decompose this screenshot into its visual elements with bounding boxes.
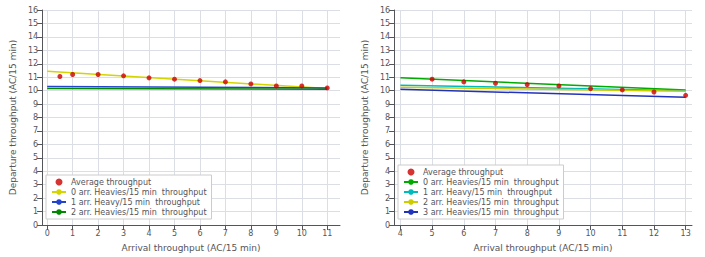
svg-text:4: 4	[385, 167, 390, 176]
svg-text:0: 0	[45, 229, 50, 238]
svg-text:7: 7	[33, 126, 38, 135]
svg-text:6: 6	[33, 140, 38, 149]
svg-text:2: 2	[385, 194, 390, 203]
svg-text:11: 11	[28, 73, 38, 82]
svg-text:5: 5	[385, 153, 390, 162]
svg-text:1: 1	[70, 229, 75, 238]
svg-text:6: 6	[461, 229, 466, 238]
svg-text:Average throughput: Average throughput	[71, 178, 151, 187]
svg-text:15: 15	[28, 19, 38, 28]
svg-text:11: 11	[322, 229, 332, 238]
svg-text:15: 15	[380, 19, 390, 28]
svg-text:0: 0	[33, 221, 38, 230]
svg-text:10: 10	[585, 229, 595, 238]
svg-text:10: 10	[28, 86, 38, 95]
svg-text:0 arr. Heavies/15 min through: 0 arr. Heavies/15 min throughput	[71, 188, 207, 197]
svg-text:9: 9	[385, 100, 390, 109]
svg-text:3 arr. Heavies/15 min through: 3 arr. Heavies/15 min throughput	[423, 208, 559, 217]
svg-text:12: 12	[28, 59, 38, 68]
svg-text:Arrival throughput (AC/15 min): Arrival throughput (AC/15 min)	[474, 243, 613, 253]
svg-text:7: 7	[493, 229, 498, 238]
svg-text:10: 10	[297, 229, 307, 238]
svg-text:13: 13	[380, 46, 390, 55]
svg-text:12: 12	[649, 229, 659, 238]
svg-text:9: 9	[556, 229, 561, 238]
svg-text:2: 2	[33, 194, 38, 203]
svg-text:5: 5	[430, 229, 435, 238]
svg-text:16: 16	[380, 6, 390, 15]
svg-text:4: 4	[146, 229, 151, 238]
svg-text:16: 16	[28, 6, 38, 15]
svg-text:1 arr. Heavy/15 min throughpu: 1 arr. Heavy/15 min throughput	[71, 198, 200, 207]
svg-text:2: 2	[96, 229, 101, 238]
svg-text:12: 12	[380, 59, 390, 68]
svg-text:8: 8	[248, 229, 253, 238]
svg-text:14: 14	[380, 32, 390, 41]
svg-text:Departure throughput (AC/15 mi: Departure throughput (AC/15 min)	[360, 40, 370, 195]
svg-text:5: 5	[172, 229, 177, 238]
svg-text:8: 8	[385, 113, 390, 122]
svg-text:13: 13	[28, 46, 38, 55]
svg-text:1 arr. Heavy/15 min throughpu: 1 arr. Heavy/15 min throughput	[423, 188, 552, 197]
svg-text:2 arr. Heavies/15 min through: 2 arr. Heavies/15 min throughput	[71, 208, 207, 217]
svg-text:10: 10	[380, 86, 390, 95]
svg-text:4: 4	[33, 167, 38, 176]
svg-text:13: 13	[681, 229, 691, 238]
svg-text:7: 7	[223, 229, 228, 238]
svg-text:9: 9	[33, 100, 38, 109]
svg-text:6: 6	[197, 229, 202, 238]
svg-text:Departure throughput (AC/15 mi: Departure throughput (AC/15 min)	[8, 40, 18, 195]
svg-text:3: 3	[121, 229, 126, 238]
svg-text:0: 0	[385, 221, 390, 230]
svg-text:1: 1	[385, 207, 390, 216]
svg-text:14: 14	[28, 32, 38, 41]
svg-text:3: 3	[385, 180, 390, 189]
svg-text:4: 4	[398, 229, 403, 238]
svg-text:6: 6	[385, 140, 390, 149]
svg-text:7: 7	[385, 126, 390, 135]
svg-text:9: 9	[274, 229, 279, 238]
svg-text:1: 1	[33, 207, 38, 216]
svg-text:3: 3	[33, 180, 38, 189]
svg-text:Average throughput: Average throughput	[423, 168, 503, 177]
svg-text:5: 5	[33, 153, 38, 162]
svg-text:11: 11	[617, 229, 627, 238]
svg-text:8: 8	[525, 229, 530, 238]
svg-text:0 arr. Heavies/15 min through: 0 arr. Heavies/15 min throughput	[423, 178, 559, 187]
svg-text:11: 11	[380, 73, 390, 82]
svg-text:8: 8	[33, 113, 38, 122]
svg-text:Arrival throughput (AC/15 min): Arrival throughput (AC/15 min)	[122, 243, 261, 253]
svg-text:2 arr. Heavies/15 min through: 2 arr. Heavies/15 min throughput	[423, 198, 559, 207]
